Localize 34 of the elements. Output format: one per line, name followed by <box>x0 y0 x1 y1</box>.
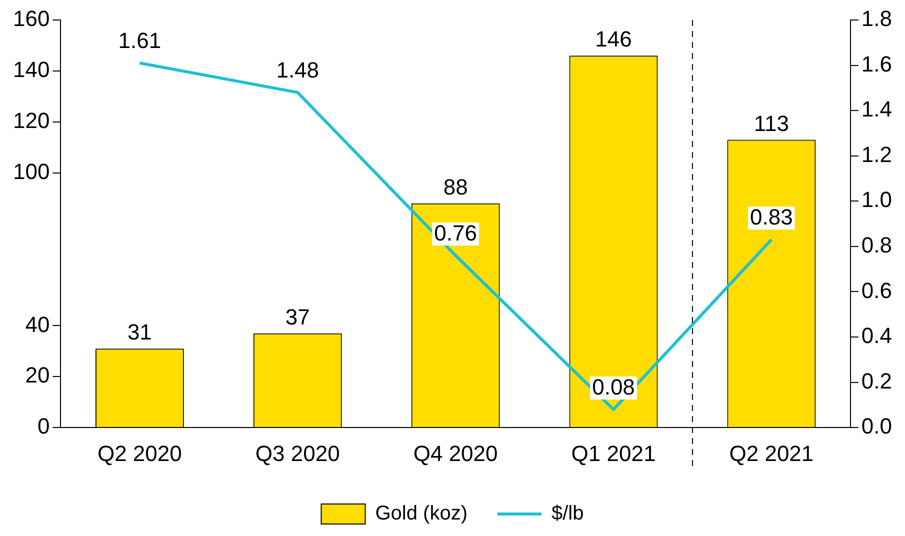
y2-tick-label: 0.2 <box>861 368 892 394</box>
data-label: 146 <box>595 26 632 52</box>
data-label: 88 <box>443 174 468 200</box>
y2-tick-label: 1.8 <box>861 6 892 32</box>
legend-label: $/lb <box>552 502 584 525</box>
data-label: 0.83 <box>750 204 793 230</box>
x-tick-label: Q2 2020 <box>97 440 182 466</box>
y2-tick-label: 1.6 <box>861 51 892 76</box>
y-tick-label: 160 <box>12 6 50 32</box>
y-tick-label: 0 <box>37 414 50 439</box>
y-tick-label: 100 <box>12 158 50 184</box>
x-tick-label: Q4 2020 <box>413 440 498 466</box>
x-tick-label: Q2 2021 <box>729 440 814 466</box>
y2-tick-label: 0.6 <box>861 278 892 303</box>
data-label: 1.48 <box>276 58 320 83</box>
data-label: 0.76 <box>434 220 477 246</box>
y2-tick-label: 1.2 <box>861 142 892 167</box>
y2-tick-label: 1.4 <box>861 96 892 122</box>
y2-tick-label: 1.0 <box>861 187 892 212</box>
y2-tick-label: 0.4 <box>861 323 892 348</box>
x-tick-label: Q3 2020 <box>255 440 340 466</box>
y-tick-label: 20 <box>25 362 50 388</box>
data-label: 0.08 <box>592 374 635 400</box>
x-tick-label: Q1 2021 <box>571 440 656 466</box>
y-tick-label: 120 <box>12 108 50 133</box>
y-tick-label: 140 <box>12 57 50 82</box>
y2-tick-label: 0.0 <box>861 414 892 439</box>
y-tick-label: 40 <box>25 312 50 337</box>
data-label: 31 <box>127 320 152 345</box>
y2-tick-label: 0.8 <box>861 232 892 258</box>
data-label: 1.61 <box>118 28 162 54</box>
data-label: 37 <box>285 304 310 330</box>
data-label: 113 <box>754 110 789 136</box>
legend-label: Gold (koz) <box>375 502 468 525</box>
